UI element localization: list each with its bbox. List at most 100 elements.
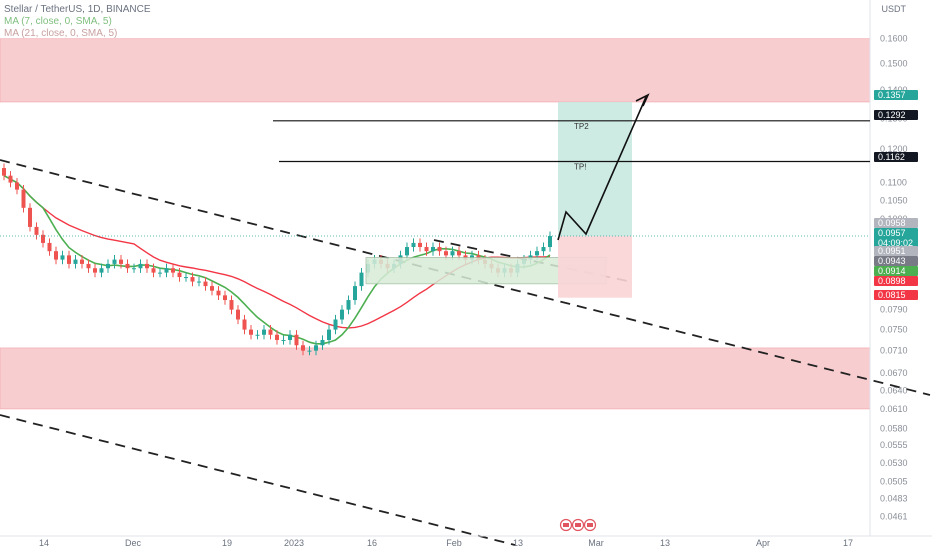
candle-body-15 (99, 268, 104, 273)
price-badges: 0.13570.12920.11620.09580.095704:09:020.… (874, 90, 918, 300)
price-tick-20: 0.0505 (880, 476, 908, 486)
candle-body-25 (164, 268, 169, 273)
price-badge-label-2: 0.1162 (878, 152, 905, 162)
time-tick-9: Apr (756, 538, 770, 548)
time-tick-2: 19 (222, 538, 232, 548)
price-tick-19: 0.0530 (880, 458, 908, 468)
candle-body-47 (307, 350, 312, 352)
candle-body-63 (411, 242, 416, 248)
candle-body-53 (346, 300, 351, 310)
price-tick-22: 0.0461 (880, 511, 908, 521)
candle-body-50 (327, 329, 331, 340)
candle-body-46 (301, 345, 305, 351)
candle-body-30 (197, 281, 201, 283)
event-flag-mark-2 (587, 523, 593, 527)
candle-body-67 (437, 247, 442, 252)
candle-body-6 (41, 234, 45, 243)
candle-body-45 (294, 334, 299, 346)
price-badge-label-7: 0.0914 (878, 266, 906, 276)
candle-body-18 (119, 259, 123, 264)
price-tick-4: 0.1200 (880, 144, 908, 154)
candle-body-3 (21, 189, 26, 208)
candle-body-2 (15, 182, 19, 190)
price-tick-13: 0.0710 (880, 346, 908, 356)
price-badge-label-8: 0.0898 (878, 276, 906, 286)
candle-body-21 (138, 263, 143, 269)
price-tick-6: 0.1050 (880, 195, 908, 205)
price-tick-18: 0.0555 (880, 440, 908, 450)
candle-body-1 (8, 175, 13, 183)
candle-body-34 (223, 295, 227, 301)
price-tick-0: 0.1600 (880, 34, 908, 44)
candle-body-10 (67, 255, 71, 264)
projection-arrow (635, 93, 650, 107)
candle-body-7 (47, 242, 52, 252)
price-badge-2 (874, 152, 918, 162)
candle-body-35 (229, 300, 234, 310)
trade-overlays: TP2 TP! (0, 93, 870, 532)
candle-body-12 (80, 259, 84, 264)
trendline-lower (0, 414, 516, 546)
candle-body-42 (275, 334, 279, 340)
candle-body-64 (418, 242, 422, 248)
price-tick-21: 0.0483 (880, 494, 908, 504)
price-badge-label-4: 0.0957 (878, 228, 906, 238)
candle-body-37 (242, 319, 247, 330)
time-tick-6: 13 (513, 538, 523, 548)
candle-body-31 (203, 281, 208, 287)
time-tick-4: 16 (367, 538, 377, 548)
candle-body-29 (190, 277, 195, 282)
symbol-title: Stellar / TetherUS, 1D, BINANCE (4, 4, 151, 15)
candle-body-13 (86, 263, 91, 269)
time-tick-1: Dec (125, 538, 142, 548)
candle-body-22 (145, 263, 149, 269)
candle-body-33 (216, 290, 221, 296)
price-badge-1 (874, 110, 918, 120)
candle-body-24 (158, 272, 162, 274)
price-badge-label-1: 0.1292 (878, 110, 906, 120)
time-tick-0: 14 (39, 538, 49, 548)
candle-body-68 (444, 251, 448, 256)
candle-body-36 (236, 309, 240, 320)
candle-body-38 (249, 329, 253, 335)
price-tick-5: 0.1100 (880, 178, 907, 188)
candle-body-32 (210, 286, 214, 291)
candle-body-26 (171, 268, 175, 273)
candle-body-14 (93, 268, 97, 273)
candle-body-17 (112, 259, 117, 264)
candle-body-23 (151, 268, 156, 273)
stop-area (558, 236, 632, 298)
ma-fast-label: MA (7, close, 0, SMA, 5) (4, 16, 112, 27)
candle-body-43 (281, 339, 286, 341)
price-badge-countdown: 04:09:02 (878, 238, 913, 248)
price-badge-label-6: 0.0943 (878, 256, 906, 266)
time-tick-10: 17 (843, 538, 853, 548)
price-tick-14: 0.0670 (880, 368, 908, 378)
candle-body-65 (424, 247, 429, 252)
candle-body-19 (125, 263, 130, 269)
price-badge-label-5: 0.0951 (878, 246, 906, 256)
candle-body-4 (28, 207, 32, 227)
zones-layer (0, 38, 871, 410)
time-tick-3: 2023 (284, 538, 304, 548)
resistance-zone (0, 38, 871, 103)
time-tick-7: Mar (588, 538, 604, 548)
price-unit: USDT (881, 4, 907, 14)
event-flag-mark-0 (563, 523, 569, 527)
price-tick-2: 0.1400 (880, 85, 908, 95)
candle-body-55 (359, 272, 364, 287)
level-label-0: TP2 (574, 122, 589, 131)
candle-body-40 (262, 329, 266, 335)
candle-body-52 (340, 309, 344, 320)
candle-body-84 (548, 236, 552, 248)
candle-body-0 (2, 168, 6, 176)
candle-body-48 (314, 345, 318, 351)
price-tick-11: 0.0790 (880, 305, 908, 315)
price-tick-17: 0.0580 (880, 423, 908, 433)
candle-body-69 (450, 251, 455, 256)
candle-body-70 (457, 251, 461, 256)
candle-body-51 (333, 319, 338, 330)
price-badge-4 (874, 228, 918, 248)
support-zone (0, 347, 871, 410)
